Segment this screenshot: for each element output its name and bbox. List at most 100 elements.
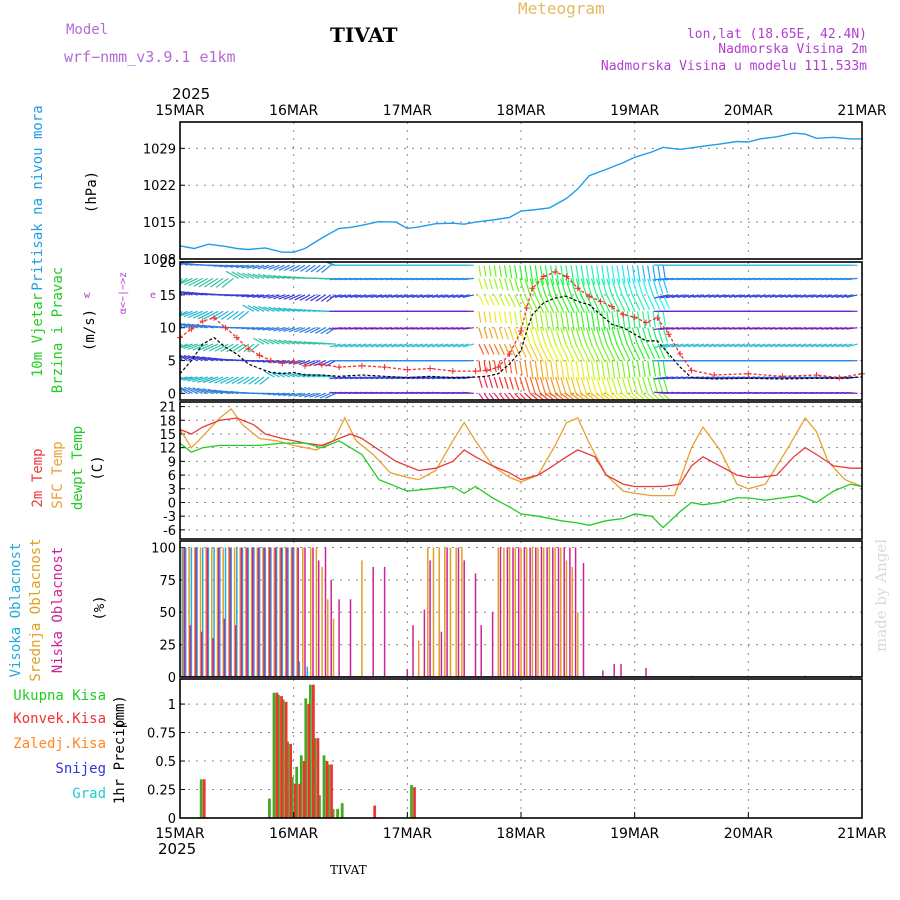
wind-arrow [606,278,613,297]
wind-arrow [560,360,565,381]
wind-arrow [780,343,792,348]
wind-arrow [647,294,656,310]
wind-arrow [488,343,495,355]
wind-arrow [687,343,700,348]
wind-arrow [529,392,539,401]
wind-arrow [197,376,214,383]
wind-arrow [197,310,214,320]
precip-conv-bar [373,805,377,818]
precip-total-bar [290,777,294,818]
wind-arrow [325,392,336,399]
wind-arrow [565,311,570,331]
wind-arrow [606,343,616,362]
wind-arrow [187,343,203,350]
legend-total-rain: Ukupna Kisa [13,688,106,704]
wind-arrow [198,277,214,288]
wind-arrow [659,376,674,380]
wind-arrow [659,343,674,349]
wind-arrow [300,264,311,272]
wind-arrow [334,343,347,348]
wind-arrow [665,376,679,380]
precip-total-bar [268,798,271,818]
wind-arrow [575,327,583,347]
wind-arrow [421,327,433,330]
wind-arrow [544,360,550,381]
side-labels: Pritisak na nivou mora (hPa) 10m Vjetar … [8,105,156,804]
wind-arrow [677,327,689,330]
wind-arrow [293,308,306,312]
precip-conv-bar [325,761,329,818]
cloud-ylabel3: Niska Oblacnost [50,547,66,673]
wind-arrow [636,376,643,394]
wind-arrow [187,355,203,362]
temp-yunit: (C) [90,455,106,480]
wind-gust-marker [563,273,570,280]
wind-gust-marker [665,331,672,338]
wind-arrow [452,294,464,298]
wind-arrow [565,278,573,298]
wind-arrow [795,327,807,330]
wind-arrow [225,376,239,385]
wind-arrow [550,311,555,331]
wind-arrow [601,265,606,285]
pressure-line [179,132,862,253]
wind-arrow [370,327,382,330]
wind-gust-marker [523,305,530,311]
wind-arrow [380,327,393,330]
wind-arrow [555,343,565,363]
pressure-ytick-label: 1015 [143,216,176,231]
wind-arrow [514,311,518,326]
wind-arrow [805,294,817,298]
wind-arrow [606,360,611,380]
wind-arrow [254,376,265,385]
temp-ytick-label: 12 [159,442,176,457]
precip-total-bar [336,808,339,818]
wind-arrow [303,341,316,345]
wind-arrow [596,265,601,285]
wind-arrow [687,327,699,330]
wind-arrow [329,343,341,348]
wind-arrow [421,343,434,348]
wind-arrow [179,376,193,381]
wind-arrow [498,265,502,278]
wind-arrow [631,265,636,283]
temp-2m-line [179,417,862,488]
wind-arrow [289,264,301,272]
wind-arrow [334,327,347,330]
wind-arrow [785,376,797,380]
precip-conv-bar [289,743,292,818]
wind-arrow [304,327,316,334]
wind-arrow [524,343,533,360]
wind-arrow [555,327,563,347]
wind-arrow [375,327,387,330]
wind-arrow [657,278,664,294]
wind-arrow [601,278,609,298]
wind-arrow [488,393,495,401]
wind-ytick-label: 20 [159,256,176,271]
compass-w: w [84,290,91,301]
wind-arrow [242,304,255,312]
wind-compass: α<−|−>z [118,272,129,314]
wind-arrow [243,343,255,353]
wind-arrow [774,376,786,380]
top-x-label: 19MAR [610,103,659,119]
wind-arrow [570,294,580,314]
wind-arrow [662,392,670,401]
wind-arrow [560,294,570,314]
wind-arrow [550,392,560,401]
wind-arrow [754,343,766,348]
wind-arrow [831,294,843,298]
wind-arrow [687,294,700,298]
precip-total-bar [272,692,276,818]
wind-arrow [197,343,214,352]
wind-arrow [184,277,198,286]
wind-arrow [309,360,321,366]
wind-arrow [575,311,580,331]
wind-arrow [621,360,626,379]
wind-gust-marker [381,364,388,371]
wind-arrow [262,327,275,331]
wind-arrow [370,376,382,380]
model-label: Model [66,22,108,38]
wind-arrow [375,294,388,298]
wind-arrow [529,376,537,396]
